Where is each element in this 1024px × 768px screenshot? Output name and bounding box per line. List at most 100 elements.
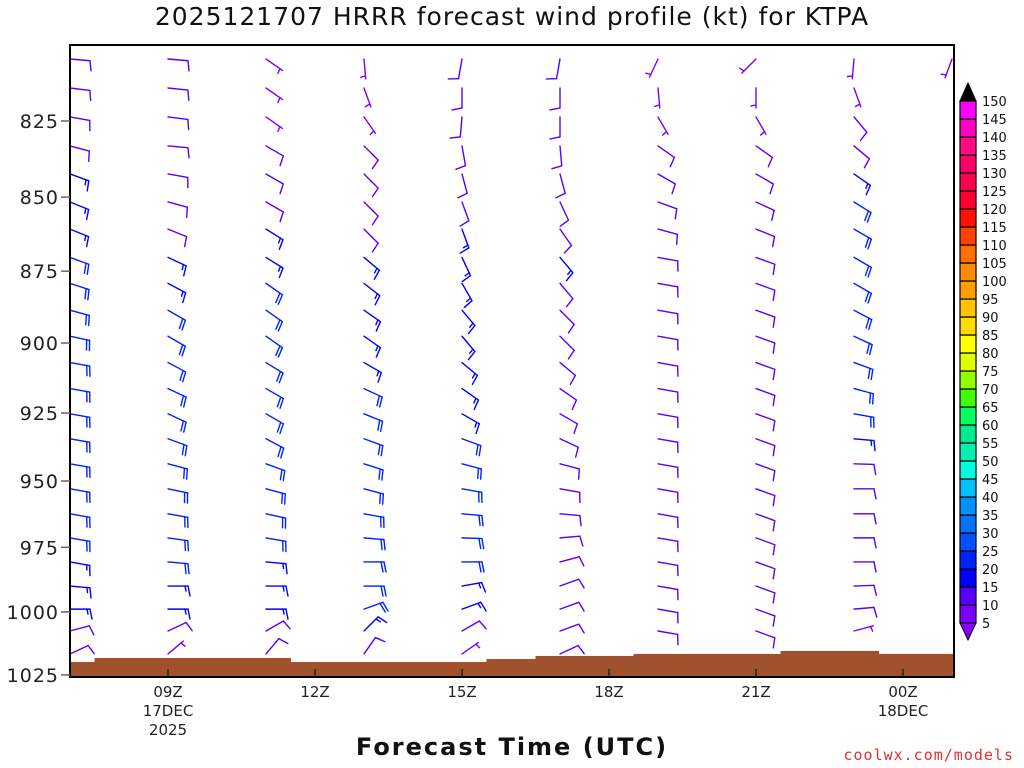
barb-full-feather <box>873 584 878 596</box>
barb-staff <box>559 601 580 610</box>
barb-full-feather <box>565 298 574 308</box>
wind-barb <box>461 488 483 504</box>
barb-full-feather <box>772 615 776 627</box>
wind-barb <box>69 413 91 429</box>
wind-barb <box>363 387 383 408</box>
barb-full-feather <box>379 602 386 613</box>
wind-barb <box>69 87 92 102</box>
barb-full-feather <box>278 239 284 250</box>
barb-full-feather <box>863 158 871 169</box>
barb-full-feather <box>279 423 285 435</box>
wind-barb <box>69 309 91 327</box>
barb-full-feather <box>89 60 92 72</box>
barb-full-feather <box>772 469 776 482</box>
barb-full-feather <box>187 585 191 597</box>
wind-barb <box>69 537 91 553</box>
barb-staff <box>755 145 774 159</box>
colorbar-label: 45 <box>982 473 999 488</box>
wind-barb <box>853 413 875 429</box>
barb-staff <box>657 537 679 543</box>
barb-full-feather <box>187 562 190 575</box>
wind-barb <box>461 537 485 550</box>
barb-staff <box>657 173 677 185</box>
wind-barb <box>363 585 387 597</box>
wind-barb <box>846 58 855 80</box>
wind-barb <box>265 488 287 505</box>
barb-full-feather <box>867 367 871 380</box>
barb-full-feather <box>89 89 92 102</box>
barb-full-feather <box>285 608 289 620</box>
wind-barb <box>461 581 487 593</box>
barb-staff <box>265 173 285 185</box>
surface-segment <box>486 658 536 677</box>
barb-full-feather <box>475 423 481 435</box>
wind-barb <box>457 173 468 199</box>
barb-full-feather <box>868 318 873 331</box>
x-tick-label: 18DEC <box>878 702 929 720</box>
wind-barb <box>69 228 90 248</box>
wind-barb <box>167 513 189 529</box>
barb-full-feather <box>772 289 776 302</box>
wind-barb <box>69 282 90 301</box>
wind-barb <box>657 361 679 377</box>
barb-full-feather <box>457 192 468 199</box>
barb-staff <box>265 145 285 157</box>
colorbar: 5 10 15 20 25 30 35 40 45 50 55 60 65 70 75 80 85 90 95 100… <box>959 81 1007 642</box>
colorbar-box <box>959 172 977 192</box>
wind-barb <box>363 145 379 170</box>
barb-staff <box>657 361 679 367</box>
wind-barb <box>549 87 561 111</box>
colorbar-under-triangle <box>959 622 977 642</box>
barb-full-feather <box>187 89 190 101</box>
barb-staff <box>461 620 481 632</box>
barb-staff <box>853 116 868 133</box>
barb-staff <box>853 584 875 587</box>
colorbar-label: 60 <box>982 419 999 434</box>
wind-barb <box>69 488 91 504</box>
colorbar-label: 115 <box>982 221 1007 236</box>
wind-barb <box>559 513 582 527</box>
barb-full-feather <box>378 468 381 480</box>
wind-barb <box>69 335 91 352</box>
barb-full-feather <box>477 467 480 480</box>
barb-staff <box>559 173 566 194</box>
wind-barb <box>559 601 585 612</box>
barb-full-feather <box>283 493 287 505</box>
colorbar-label: 100 <box>982 275 1007 290</box>
colorbar-label: 20 <box>982 563 999 578</box>
wind-barb <box>167 585 191 597</box>
barb-full-feather <box>88 625 95 636</box>
barb-column <box>265 58 291 655</box>
colorbar-box <box>959 334 977 354</box>
wind-barb <box>265 256 284 279</box>
y-tick-label: 925 <box>20 403 59 425</box>
barb-full-feather <box>461 274 472 283</box>
wind-barb <box>739 58 757 74</box>
wind-barb <box>363 173 379 198</box>
barb-staff <box>755 463 776 472</box>
wind-barb <box>657 256 679 272</box>
wind-barb <box>265 116 284 133</box>
wind-barb <box>755 116 767 136</box>
barb-full-feather <box>549 107 561 111</box>
barb-staff <box>265 201 285 213</box>
colorbar-box <box>959 532 977 552</box>
barb-full-feather <box>866 342 871 355</box>
barb-full-feather <box>772 368 776 381</box>
barb-full-feather <box>183 235 188 248</box>
wind-barb <box>853 173 872 196</box>
wind-barb <box>69 387 91 403</box>
wind-barb <box>265 438 285 459</box>
wind-barb <box>853 561 877 573</box>
barb-staff <box>461 201 470 222</box>
barb-full-feather <box>87 644 95 655</box>
barb-staff <box>69 116 91 122</box>
barb-full-feather <box>865 184 872 196</box>
barb-full-feather <box>577 468 581 480</box>
wind-barb <box>167 282 187 304</box>
barb-staff <box>755 608 776 617</box>
barb-staff <box>755 361 776 371</box>
barb-full-feather <box>381 469 384 481</box>
barb-full-feather <box>377 443 381 456</box>
barb-full-feather <box>867 266 873 278</box>
